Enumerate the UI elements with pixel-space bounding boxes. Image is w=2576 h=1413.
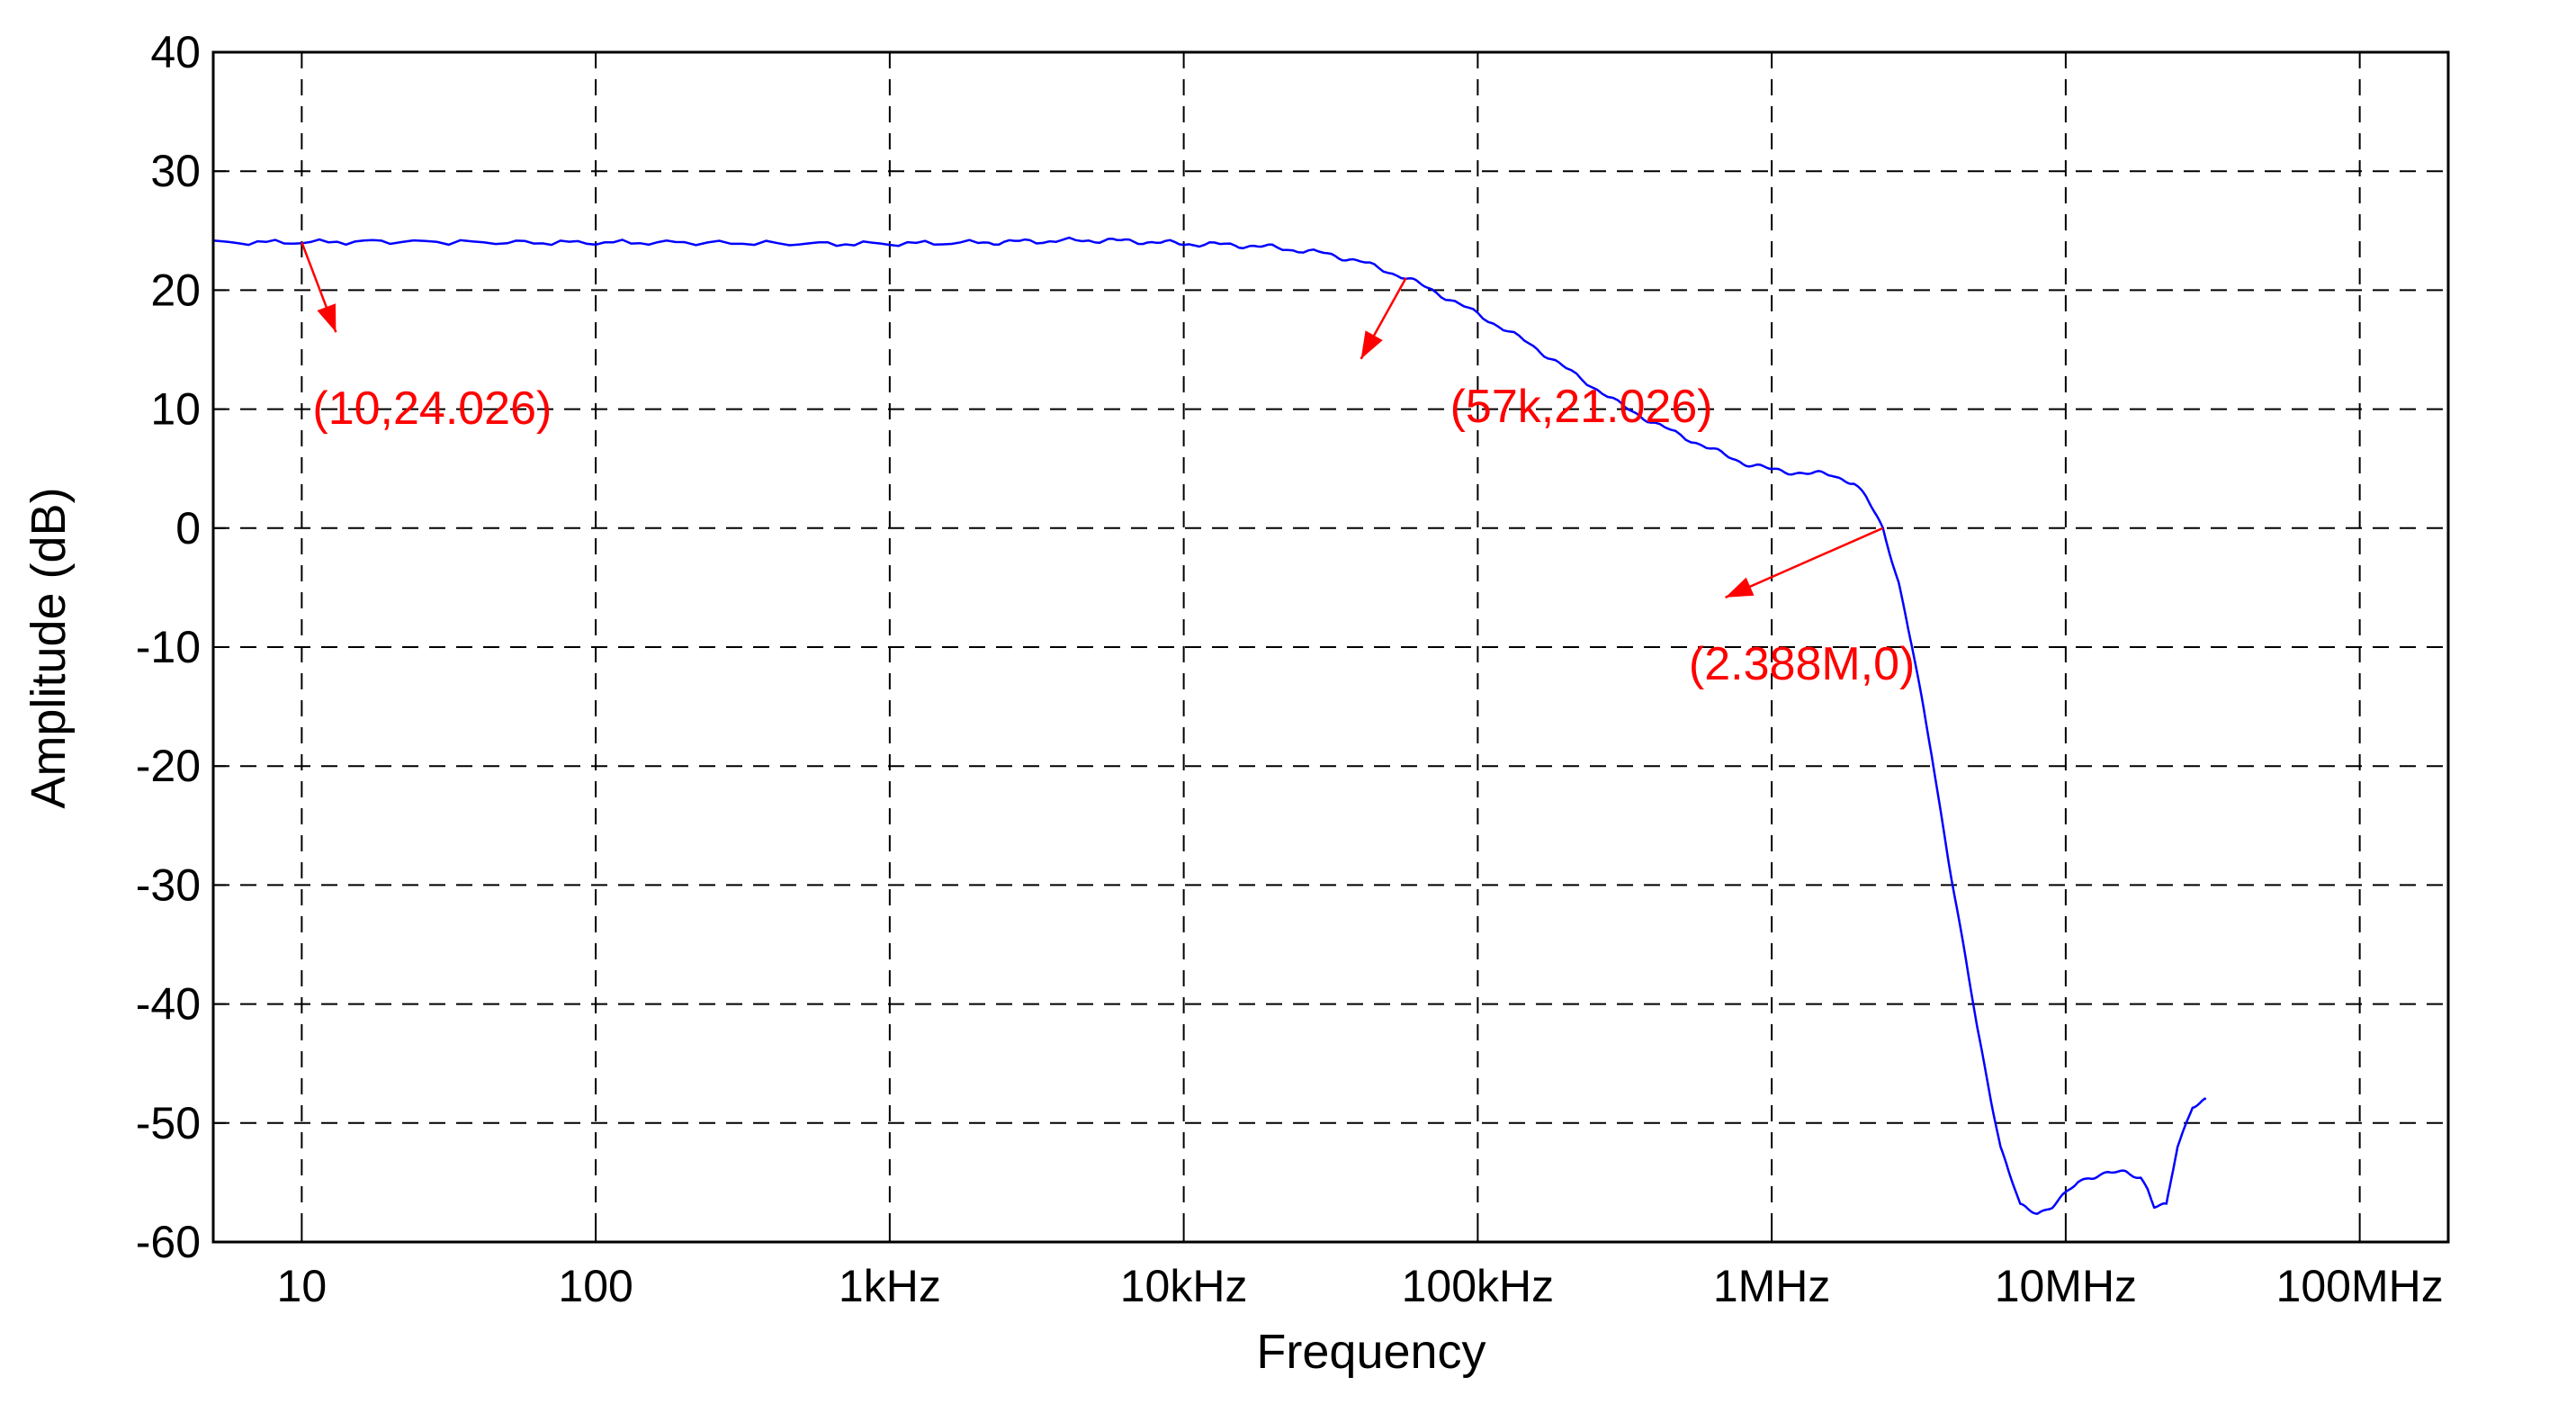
x-tick-label: 10 — [277, 1261, 328, 1311]
annotation-arrowhead — [1360, 330, 1383, 359]
y-tick-label: -20 — [136, 741, 201, 791]
x-axis-ticks: 10 100 1kHz 10kHz 100kHz 1MHz 10MHz 100MHz — [277, 1229, 2444, 1311]
annotation-arrowhead — [317, 303, 337, 333]
y-axis-title: Amplitude (dB) — [22, 487, 76, 808]
annotations: (10,24.026) (57k,21.026) (2.388M,0) — [301, 241, 1915, 690]
series-line — [212, 236, 2207, 1216]
y-tick-label: 20 — [150, 265, 201, 315]
y-tick-label: -30 — [136, 860, 201, 910]
annotation-label: (57k,21.026) — [1450, 381, 1713, 433]
y-tick-label: -40 — [136, 979, 201, 1030]
y-tick-label: 30 — [150, 146, 201, 196]
y-tick-label: 40 — [150, 27, 201, 77]
x-tick-label: 10MHz — [1995, 1261, 2137, 1311]
x-tick-label: 100 — [558, 1261, 633, 1311]
x-tick-label: 1MHz — [1713, 1261, 1831, 1311]
y-tick-label: 10 — [150, 384, 201, 435]
y-tick-label: -50 — [136, 1098, 201, 1148]
x-axis-title: Frequency — [1256, 1325, 1485, 1379]
y-axis-ticks: 40 30 20 10 0 -10 -20 -30 -40 -50 -60 — [136, 27, 226, 1267]
series-layer — [212, 236, 2207, 1216]
y-tick-label: -60 — [136, 1217, 201, 1267]
x-tick-label: 100MHz — [2276, 1261, 2444, 1311]
annotation-arrowhead — [1725, 577, 1755, 598]
grid — [213, 52, 2448, 1242]
annotation-label: (2.388M,0) — [1689, 638, 1915, 690]
y-tick-label: -10 — [136, 622, 201, 672]
annotation-label: (10,24.026) — [312, 382, 552, 435]
annotation-arrow — [1725, 526, 1884, 598]
x-tick-label: 100kHz — [1402, 1261, 1555, 1311]
y-tick-label: 0 — [175, 503, 201, 554]
x-tick-label: 1kHz — [839, 1261, 941, 1311]
x-tick-label: 10kHz — [1120, 1261, 1248, 1311]
